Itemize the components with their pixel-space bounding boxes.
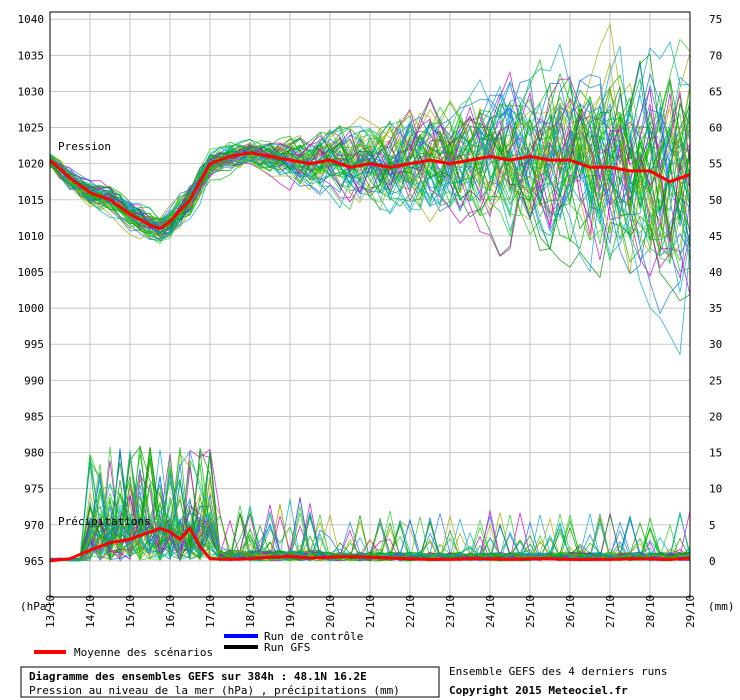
x-axis-ticks: 13/10 14/10 15/10 16/10 17/10 18/10 19/10 20/10… bbox=[44, 595, 697, 628]
chart-subtitle: Pression au niveau de la mer (hPa) , pré… bbox=[29, 684, 400, 697]
x-tick-label-14: 27/10 bbox=[604, 595, 617, 628]
precipitation-panel-label: Précipitations bbox=[58, 515, 151, 528]
legend-label-control: Run de contrôle bbox=[264, 630, 363, 643]
left-tick-label-0: 965 bbox=[24, 555, 44, 568]
left-tick-label-3: 980 bbox=[24, 447, 44, 460]
x-tick-label-11: 24/10 bbox=[484, 595, 497, 628]
left-tick-label-1: 970 bbox=[24, 519, 44, 532]
right-axis-unit: (mm) bbox=[708, 600, 735, 613]
x-tick-label-7: 20/10 bbox=[324, 595, 337, 628]
left-tick-label-12: 1025 bbox=[18, 122, 45, 135]
left-tick-label-4: 985 bbox=[24, 410, 44, 423]
right-tick-label-10: 50 bbox=[709, 194, 722, 207]
left-tick-label-2: 975 bbox=[24, 483, 44, 496]
right-tick-label-15: 75 bbox=[709, 13, 722, 26]
right-tick-label-4: 20 bbox=[709, 410, 722, 423]
ensemble-pressure-line-50 bbox=[49, 97, 691, 262]
right-tick-label-9: 45 bbox=[709, 230, 722, 243]
ensemble-pressure-line-46 bbox=[49, 79, 691, 315]
x-tick-label-12: 25/10 bbox=[524, 595, 537, 628]
right-tick-label-3: 15 bbox=[709, 447, 722, 460]
ensemble-pressure-line-51 bbox=[49, 103, 691, 279]
right-tick-label-6: 30 bbox=[709, 338, 722, 351]
left-tick-label-14: 1035 bbox=[18, 49, 45, 62]
legend-label-mean: Moyenne des scénarios bbox=[74, 646, 213, 659]
x-tick-label-5: 18/10 bbox=[244, 595, 257, 628]
ensemble-pressure-line-48 bbox=[49, 107, 691, 237]
x-tick-label-9: 22/10 bbox=[404, 595, 417, 628]
right-tick-label-14: 70 bbox=[709, 49, 722, 62]
footer-ensemble-note: Ensemble GEFS des 4 derniers runs bbox=[449, 665, 668, 678]
right-tick-label-7: 35 bbox=[709, 302, 722, 315]
x-tick-label-2: 15/10 bbox=[124, 595, 137, 628]
footer-copyright: Copyright 2015 Meteociel.fr bbox=[449, 684, 628, 697]
mean-pressure-line bbox=[48, 151, 691, 231]
x-tick-label-6: 19/10 bbox=[284, 595, 297, 628]
x-tick-label-0: 13/10 bbox=[44, 595, 57, 628]
x-tick-label-1: 14/10 bbox=[84, 595, 97, 628]
ensemble-pressure-line-44 bbox=[49, 118, 691, 250]
right-tick-label-2: 10 bbox=[709, 483, 722, 496]
x-tick-label-3: 16/10 bbox=[164, 595, 177, 628]
left-axis-unit: (hPa) bbox=[20, 600, 53, 613]
x-tick-label-16: 29/10 bbox=[684, 595, 697, 628]
right-tick-label-12: 60 bbox=[709, 122, 722, 135]
ensemble-pressure-line-41 bbox=[49, 52, 691, 237]
left-tick-label-9: 1010 bbox=[18, 230, 45, 243]
ensemble-pressure-line-57 bbox=[49, 102, 691, 241]
right-axis-ticks: 0 5 10 15 20 25 30 35 40 45 50 55 60 65 70 75 bbox=[709, 13, 722, 568]
x-tick-label-15: 28/10 bbox=[644, 595, 657, 628]
pressure-panel-label: Pression bbox=[58, 140, 111, 153]
left-tick-label-11: 1020 bbox=[18, 158, 45, 171]
ensemble-pressure-line-54 bbox=[49, 98, 691, 243]
right-tick-label-1: 5 bbox=[709, 519, 716, 532]
ensemble-pressure-line-55 bbox=[49, 114, 691, 274]
x-tick-label-8: 21/10 bbox=[364, 595, 377, 628]
left-tick-label-6: 995 bbox=[24, 338, 44, 351]
title-box bbox=[20, 666, 440, 698]
right-tick-label-8: 40 bbox=[709, 266, 722, 279]
mean-precip-line bbox=[49, 525, 691, 563]
ensemble-pressure-line-58 bbox=[49, 85, 691, 235]
legend-label-gfs: Run GFS bbox=[264, 641, 310, 654]
right-tick-label-11: 55 bbox=[709, 158, 722, 171]
mean-series bbox=[48, 151, 691, 563]
left-axis-ticks: 965 970 975 980 985 990 995 1000 1005 1010 1015 102… bbox=[18, 13, 45, 568]
left-tick-label-7: 1000 bbox=[18, 302, 45, 315]
chart-title: Diagramme des ensembles GEFS sur 384h : … bbox=[29, 670, 367, 683]
ensemble-pressure-line-53 bbox=[49, 72, 691, 243]
left-tick-label-15: 1040 bbox=[18, 13, 45, 26]
right-tick-label-0: 0 bbox=[709, 555, 716, 568]
x-tick-label-13: 26/10 bbox=[564, 595, 577, 628]
left-tick-label-10: 1015 bbox=[18, 194, 45, 207]
left-tick-label-13: 1030 bbox=[18, 85, 45, 98]
left-tick-label-8: 1005 bbox=[18, 266, 45, 279]
ensemble-pressure-line-52 bbox=[49, 76, 691, 273]
plot-frame bbox=[49, 11, 691, 598]
right-tick-label-5: 25 bbox=[709, 374, 722, 387]
x-tick-label-4: 17/10 bbox=[204, 595, 217, 628]
legend: Run de contrôle Run GFS Moyenne des scén… bbox=[34, 630, 363, 659]
left-tick-label-5: 990 bbox=[24, 374, 44, 387]
right-tick-label-13: 65 bbox=[709, 85, 722, 98]
x-tick-label-10: 23/10 bbox=[444, 595, 457, 628]
chart-grid bbox=[49, 12, 691, 597]
ensemble-pressure-line-59 bbox=[49, 99, 691, 227]
